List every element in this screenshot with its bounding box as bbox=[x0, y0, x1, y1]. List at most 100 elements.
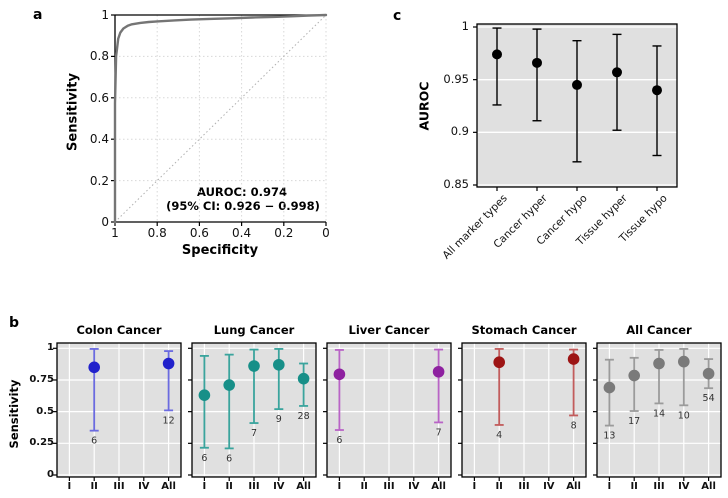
stage-tick-label: All bbox=[566, 481, 581, 492]
subplot-title: All Cancer bbox=[626, 323, 692, 337]
data-point bbox=[612, 67, 622, 78]
sensitivity-subplot-liver-cancer: 67 bbox=[323, 342, 452, 481]
chance-diagonal-line bbox=[114, 14, 327, 223]
panel-a-x-tick-label: 0.4 bbox=[232, 226, 252, 240]
stage-tick-label: III bbox=[248, 481, 260, 492]
n-label: 6 bbox=[91, 436, 97, 447]
stage-tick-label: II bbox=[360, 481, 368, 492]
data-point bbox=[432, 365, 445, 378]
panel-b-y-tick-label: 0 bbox=[47, 469, 54, 480]
data-point bbox=[567, 353, 580, 365]
subplot-title: Colon Cancer bbox=[76, 323, 162, 337]
panel-a-x-tick-label: 0 bbox=[322, 226, 330, 240]
data-point bbox=[628, 369, 640, 382]
n-label: 28 bbox=[298, 411, 310, 422]
panel-a-y-tick-label: 0.4 bbox=[89, 132, 109, 147]
stage-tick-label: II bbox=[90, 481, 98, 492]
stage-tick-label: IV bbox=[273, 481, 285, 492]
data-point bbox=[678, 355, 690, 368]
stage-tick-label: All bbox=[701, 481, 716, 492]
n-label: 7 bbox=[251, 428, 257, 439]
panel-c-y-tick-label: 0.85 bbox=[443, 177, 469, 191]
n-label: 7 bbox=[436, 427, 442, 438]
stage-tick-label: II bbox=[495, 481, 503, 492]
sensitivity-subplot-all-cancer: 13 17 14 10 54 bbox=[593, 342, 722, 481]
n-label: 6 bbox=[336, 435, 342, 446]
panel-a-y-tick-label: 0.8 bbox=[89, 49, 109, 64]
data-point bbox=[162, 357, 175, 370]
panel-a-y-tick-label: 0.6 bbox=[89, 90, 109, 105]
sensitivity-subplot-colon-cancer: 6 12 bbox=[53, 342, 182, 481]
n-label: 54 bbox=[703, 393, 715, 404]
n-label: 8 bbox=[571, 420, 577, 431]
stage-tick-label: I bbox=[67, 481, 72, 492]
stage-tick-label: III bbox=[383, 481, 395, 492]
data-point bbox=[273, 358, 285, 371]
panel-b-y-axis-title: Sensitivity bbox=[7, 379, 21, 449]
data-point bbox=[88, 361, 100, 374]
panel-a-x-tick-label: 0.8 bbox=[147, 226, 167, 240]
panel-c-letter: c bbox=[393, 8, 402, 24]
n-label: 14 bbox=[653, 408, 665, 419]
stage-tick-label: III bbox=[113, 481, 125, 492]
panel-a-x-axis-title: Specificity bbox=[181, 243, 259, 258]
panel-c-y-tick-label: 1 bbox=[461, 19, 469, 33]
data-point bbox=[248, 360, 260, 372]
data-point bbox=[333, 368, 346, 381]
stage-tick-label: I bbox=[472, 481, 477, 492]
subplot-title: Stomach Cancer bbox=[471, 323, 577, 337]
stage-tick-label: III bbox=[653, 481, 665, 492]
stage-tick-label: I bbox=[607, 481, 612, 492]
panel-b-y-tick-label: 0.75 bbox=[29, 373, 54, 385]
panel-a-y-tick-label: 0 bbox=[101, 215, 109, 229]
roc-plot bbox=[111, 13, 328, 226]
auroc-annotation-line2: (95% CI: 0.926 − 0.998) bbox=[166, 199, 320, 213]
n-label: 9 bbox=[276, 414, 282, 425]
stage-tick-label: All bbox=[296, 481, 311, 492]
stage-tick-label: III bbox=[518, 481, 530, 492]
sensitivity-subplot-lung-cancer: 6 6 7 9 28 bbox=[188, 342, 317, 481]
data-point bbox=[652, 85, 662, 96]
panel-a-x-tick-label: 1 bbox=[111, 226, 119, 240]
data-point bbox=[702, 367, 715, 380]
data-point bbox=[223, 379, 235, 391]
panel-b-y-tick-label: 0.25 bbox=[29, 437, 54, 449]
stage-tick-label: II bbox=[630, 481, 638, 492]
panel-a-x-tick-label: 0.6 bbox=[189, 226, 209, 240]
n-label: 4 bbox=[496, 430, 502, 441]
panel-b-y-tick-label: 1 bbox=[47, 342, 54, 354]
data-point bbox=[493, 356, 505, 369]
subplot-title: Liver Cancer bbox=[348, 323, 430, 337]
stage-tick-label: II bbox=[225, 481, 233, 492]
n-label: 13 bbox=[603, 431, 615, 442]
panel-a-x-tick-label: 0.2 bbox=[274, 226, 294, 240]
data-point bbox=[297, 372, 310, 385]
stage-tick-label: All bbox=[161, 481, 176, 492]
stage-tick-label: IV bbox=[138, 481, 150, 492]
stage-tick-label: IV bbox=[678, 481, 690, 492]
data-point bbox=[198, 389, 211, 401]
panel-c-y-tick-label: 0.9 bbox=[450, 124, 469, 139]
sensitivity-subplot-stomach-cancer: 48 bbox=[458, 342, 587, 481]
stage-tick-label: IV bbox=[543, 481, 555, 492]
auroc-forest-plot bbox=[473, 23, 678, 191]
panel-b-y-tick-label: 0.5 bbox=[36, 405, 54, 417]
data-point bbox=[572, 79, 582, 90]
data-point bbox=[492, 49, 502, 60]
panel-a-y-tick-label: 0.2 bbox=[89, 173, 109, 188]
stage-tick-label: I bbox=[337, 481, 342, 492]
panel-b-letter: b bbox=[9, 315, 20, 331]
data-point bbox=[603, 381, 616, 394]
panel-a-y-tick-label: 1 bbox=[101, 8, 109, 22]
n-label: 10 bbox=[678, 410, 690, 421]
roc-curve bbox=[113, 13, 328, 224]
stage-tick-label: I bbox=[202, 481, 207, 492]
panel-c-y-tick-label: 0.95 bbox=[443, 71, 469, 86]
data-point bbox=[653, 357, 665, 370]
stage-tick-label: All bbox=[431, 481, 446, 492]
panel-a-letter: a bbox=[33, 7, 43, 23]
panel-c-y-axis-title: AUROC bbox=[416, 81, 432, 131]
stage-tick-label: IV bbox=[408, 481, 420, 492]
data-point bbox=[532, 57, 542, 68]
